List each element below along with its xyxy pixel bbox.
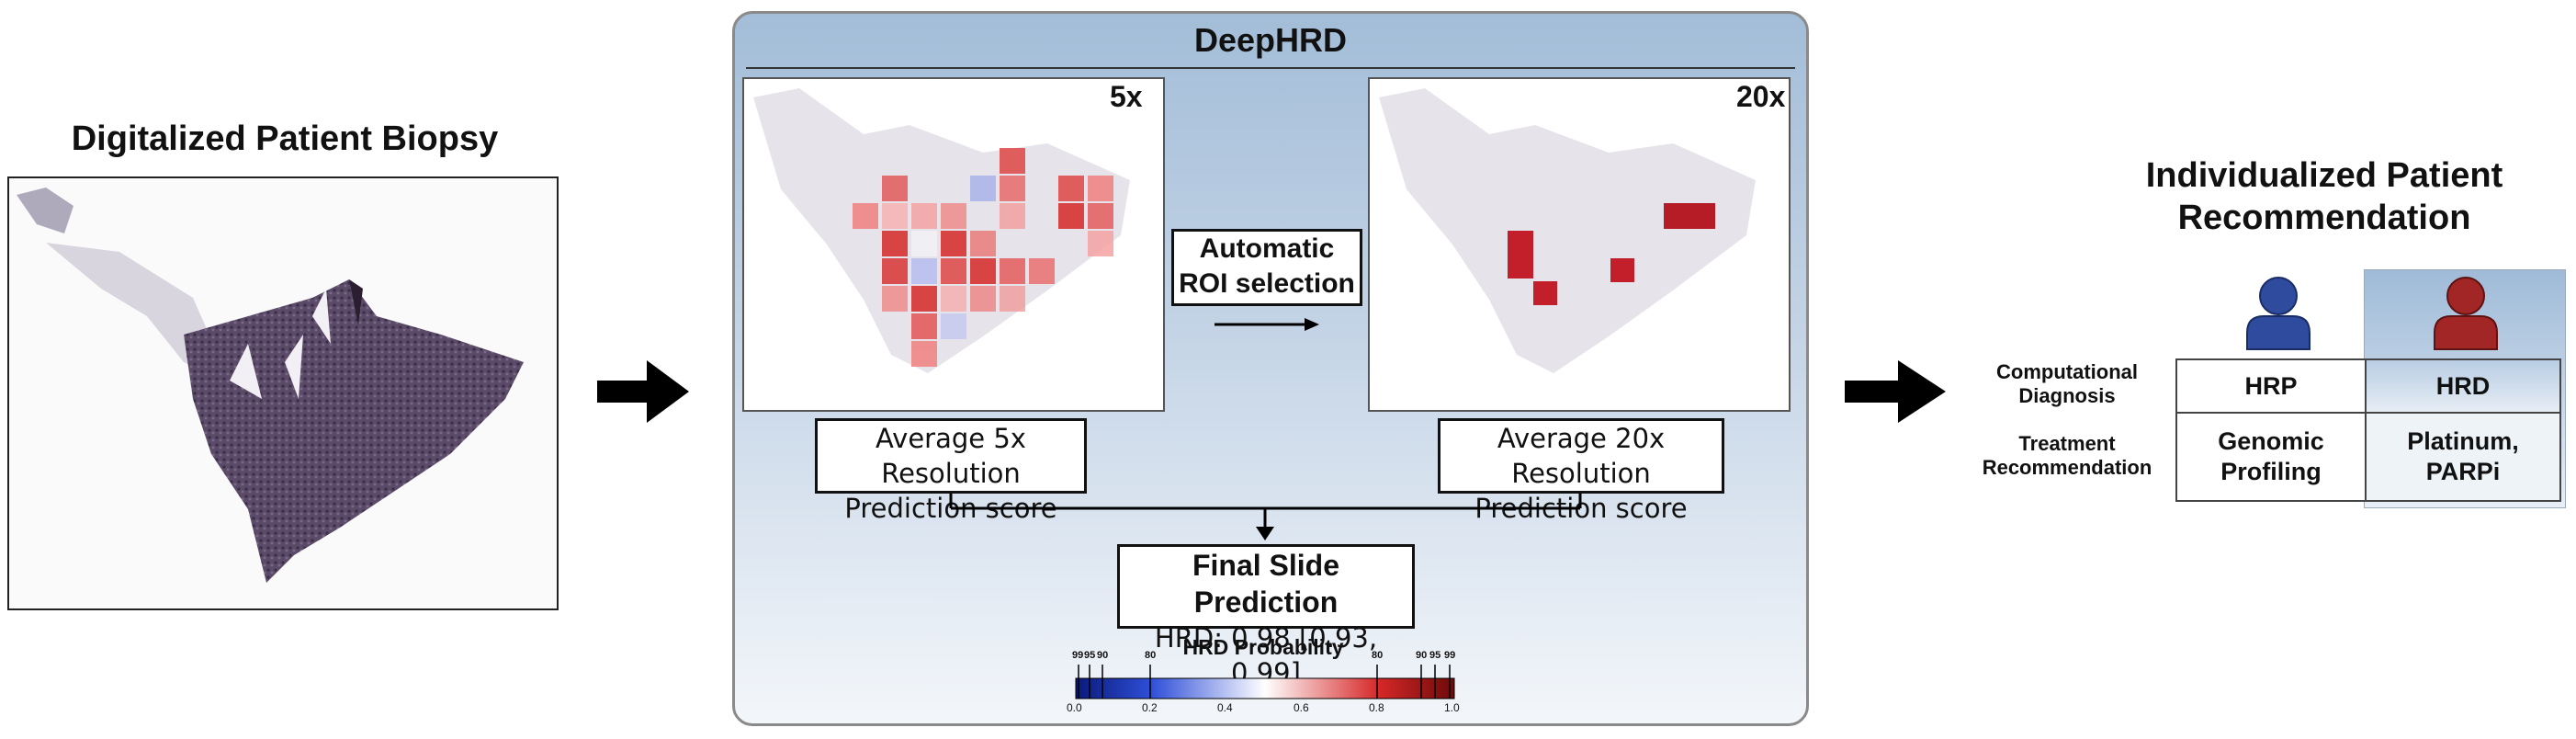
tick-0-6: 0.6 [1294, 701, 1309, 714]
treatment-label-line-2: Recommendation [1982, 456, 2152, 479]
map-5x-label: 5x [1110, 80, 1143, 113]
hrd-treatment-cell: Platinum, PARPi [2365, 412, 2561, 502]
hrp-treatment-line-2: Profiling [2220, 458, 2322, 485]
hrd-treatment-line-2: PARPi [2425, 458, 2501, 485]
hrd-patient-icon [2434, 277, 2498, 350]
diagnosis-label-line-1: Computational [1996, 360, 2138, 383]
hrp-treatment-line-1: Genomic [2218, 427, 2324, 455]
hrp-patient-icon [2246, 277, 2310, 350]
recommendation-title-line-2: Recommendation [2177, 199, 2471, 237]
map-20x-heatmap [1368, 77, 1791, 412]
pct-right-80: 80 [1372, 650, 1384, 661]
roi-line-1: Automatic [1199, 233, 1335, 264]
recommendation-title: Individualized Patient Recommendation [2113, 154, 2536, 239]
roi-line-2: ROI selection [1179, 268, 1355, 299]
row-label-diagnosis: Computational Diagnosis [1948, 360, 2186, 408]
deephrd-title: DeepHRD [1193, 21, 1348, 59]
deephrd-panel: DeepHRD [732, 11, 1809, 726]
hrd-treatment-line-1: Platinum, [2407, 427, 2519, 455]
colorbar [1075, 665, 1455, 699]
title-divider [746, 67, 1795, 69]
biopsy-title: Digitalized Patient Biopsy [71, 119, 499, 158]
diagnosis-label-line-2: Diagnosis [2018, 384, 2116, 407]
map-20x-label: 20x [1736, 80, 1786, 113]
avg-5x-box: Average 5x Resolution Prediction score [815, 418, 1087, 524]
colorbar-title: HRD Probability [1182, 635, 1344, 659]
arrow-to-recommendation-icon [1845, 360, 1946, 423]
avg-5x-line-1: Average 5x Resolution [876, 423, 1026, 489]
tick-1-0: 1.0 [1444, 701, 1460, 714]
tick-0-2: 0.2 [1142, 701, 1158, 714]
final-prediction-box: Final Slide Prediction HRD: 0.98 [0.93, … [1117, 544, 1415, 688]
roi-arrow-icon [1215, 318, 1319, 331]
arrow-to-deephrd-icon [597, 360, 689, 423]
map-5x-heatmap [742, 77, 1165, 412]
tick-0-4: 0.4 [1217, 701, 1233, 714]
tick-0-0: 0.0 [1067, 701, 1082, 714]
pct-left-95: 95 [1084, 650, 1096, 661]
connector-lines [949, 494, 1582, 540]
treatment-label-line-1: Treatment [2018, 432, 2116, 455]
hrp-diagnosis-cell: HRP [2175, 358, 2367, 414]
pct-left-90: 90 [1097, 650, 1109, 661]
pct-left-99: 99 [1072, 650, 1084, 661]
roi-selection-box: Automatic ROI selection [1171, 229, 1362, 306]
hrd-diagnosis-cell: HRD [2365, 358, 2561, 414]
pct-right-99: 99 [1444, 650, 1456, 661]
pct-right-95: 95 [1429, 650, 1441, 661]
hrp-treatment-cell: Genomic Profiling [2175, 412, 2367, 502]
pct-right-90: 90 [1416, 650, 1428, 661]
avg-20x-line-1: Average 20x Resolution [1497, 423, 1666, 489]
recommendation-title-line-1: Individualized Patient [2145, 156, 2503, 195]
pct-left-80: 80 [1145, 650, 1157, 661]
biopsy-slide-image [7, 176, 559, 610]
row-label-treatment: Treatment Recommendation [1948, 432, 2186, 480]
final-prediction-title: Final Slide Prediction [1192, 549, 1340, 619]
tick-0-8: 0.8 [1369, 701, 1384, 714]
